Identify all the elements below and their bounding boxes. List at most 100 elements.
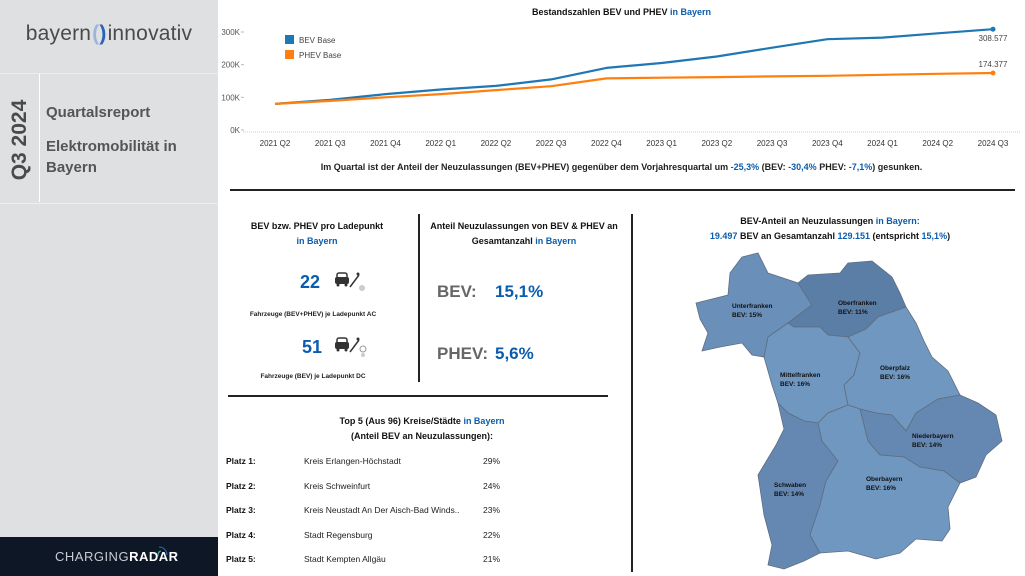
panel-divider-a xyxy=(418,214,420,382)
region-unterfranken[interactable] xyxy=(695,252,813,358)
x-tick-label: 2023 Q2 xyxy=(701,139,732,148)
sidebar-divider xyxy=(0,73,218,74)
region-name-oberbayern: Oberbayern xyxy=(866,476,903,483)
report-title: Quartalsreport xyxy=(46,104,151,121)
quarter-label-wrap: Q3 2024 xyxy=(0,80,40,200)
region-name-niederbayern: Niederbayern xyxy=(912,433,954,440)
section-divider xyxy=(230,189,1015,191)
end-value-label: 174.377 xyxy=(979,60,1008,69)
region-name-oberpfalz: Oberpfalz xyxy=(880,365,911,372)
rank-place: Platz 5: xyxy=(226,554,256,564)
legend-swatch xyxy=(285,35,294,44)
y-tick-label: 100K xyxy=(221,93,240,102)
trend-bev: -30,4% xyxy=(788,162,817,172)
rank-value: 21% xyxy=(483,554,501,564)
x-tick-label: 2022 Q4 xyxy=(591,139,622,148)
region-share-oberpfalz: BEV: 16% xyxy=(880,374,910,381)
trend-phev: -7,1% xyxy=(848,162,873,172)
bev-share-value: 15,1% xyxy=(495,282,544,301)
ac-label: Fahrzeuge (BEV+PHEV) je Ladepunkt AC xyxy=(249,311,377,318)
rank-name: Kreis Schweinfurt xyxy=(304,480,371,491)
region-share-oberfranken: BEV: 11% xyxy=(838,309,868,316)
region-share-oberbayern: BEV: 16% xyxy=(866,485,896,492)
region-oberbayern[interactable] xyxy=(809,404,961,560)
rank-name: Stadt Regensburg xyxy=(304,529,373,540)
region-share-schwaben: BEV: 14% xyxy=(774,491,804,498)
legend-label: BEV Base xyxy=(299,36,336,45)
logo-text-right: innovativ xyxy=(107,22,193,45)
legend-swatch xyxy=(285,50,294,59)
x-tick-label: 2024 Q3 xyxy=(978,139,1009,148)
end-value-label: 308.577 xyxy=(979,34,1008,43)
x-tick-label: 2024 Q1 xyxy=(867,139,898,148)
x-tick-label: 2023 Q1 xyxy=(646,139,677,148)
charging-panel-title: BEV bzw. PHEV pro Ladepunkt in Bayern xyxy=(250,221,384,246)
trend-summary: Im Quartal ist der Anteil der Neuzulassu… xyxy=(320,162,923,172)
car-charger-ac-icon xyxy=(335,272,365,291)
region-name-oberfranken: Oberfranken xyxy=(838,300,877,307)
x-tick-label: 2022 Q1 xyxy=(425,139,456,148)
rank-place: Platz 3: xyxy=(226,505,256,515)
charging-radar-brand: CHARGINGRADAR xyxy=(0,537,218,576)
panel-divider-h xyxy=(228,395,608,397)
x-tick-label: 2022 Q2 xyxy=(481,139,512,148)
x-tick-label: 2024 Q2 xyxy=(922,139,953,148)
logo-bracket-icon: () xyxy=(92,22,107,45)
bev-share-label: BEV: xyxy=(437,282,477,301)
report-subtitle: Elektromobilität in Bayern xyxy=(46,138,177,176)
x-tick-label: 2023 Q4 xyxy=(812,139,843,148)
rank-place: Platz 4: xyxy=(226,529,256,540)
x-tick-label: 2023 Q3 xyxy=(757,139,788,148)
map-title: BEV-Anteil an Neuzulassungen in Bayern: … xyxy=(709,216,951,241)
stock-line-chart: 0K 100K 200K 300K 2021 Q2 2021 Q3 2021 Q4 2022 … xyxy=(221,26,1020,148)
series-line-bev-base xyxy=(274,28,994,105)
rank-name: Stadt Kempten Allgäu xyxy=(304,554,386,564)
y-tick-label: 0K xyxy=(230,126,240,135)
table-row: Platz 5: Stadt Kempten Allgäu 21% xyxy=(226,554,526,568)
trend-total: -25,3% xyxy=(730,162,760,172)
table-row: Platz 3: Kreis Neustadt An Der Aisch-Bad … xyxy=(226,505,526,519)
phev-share-label: PHEV: xyxy=(437,344,489,363)
sidebar-vertical-divider xyxy=(39,74,40,202)
bavaria-region-map: Unterfranken BEV: 15% Oberfranken BEV: 11% M… xyxy=(695,252,1003,570)
series-line-phev-base xyxy=(274,71,994,105)
quarter-label: Q3 2024 xyxy=(8,99,31,181)
data-point xyxy=(990,26,996,32)
rank-place: Platz 2: xyxy=(226,480,256,491)
table-row: Platz 2: Kreis Schweinfurt 24% xyxy=(226,481,526,495)
table-row: Platz 4: Stadt Regensburg 22% xyxy=(226,530,526,544)
region-share-niederbayern: BEV: 14% xyxy=(912,442,942,449)
region-name-schwaben: Schwaben xyxy=(774,482,806,489)
bayern-innovativ-logo: bayern()innovativ xyxy=(0,22,218,46)
phev-share-value: 5,6% xyxy=(495,344,534,363)
share-panel-title: Anteil Neuzulassungen von BEV & PHEV an … xyxy=(430,221,618,246)
table-row: Platz 1: Kreis Erlangen-Höchstadt 29% xyxy=(226,456,526,470)
region-name-mittelfranken: Mittelfranken xyxy=(780,372,820,379)
ac-value: 22 xyxy=(300,272,321,292)
logo-text-left: bayern xyxy=(25,22,92,45)
rank-name: Kreis Erlangen-Höchstadt xyxy=(304,456,401,466)
dc-label: Fahrzeuge (BEV) je Ladepunkt DC xyxy=(260,373,366,380)
legend-label: PHEV Base xyxy=(299,51,342,60)
dc-value: 51 xyxy=(302,337,323,357)
y-tick-label: 300K xyxy=(221,28,240,37)
x-tick-label: 2022 Q3 xyxy=(536,139,567,148)
rank-name: Kreis Neustadt An Der Aisch-Bad Winds.. xyxy=(304,505,460,515)
sidebar-divider-bottom xyxy=(0,203,218,204)
panel-divider-b xyxy=(631,214,633,572)
rank-value: 22% xyxy=(483,529,501,540)
rank-value: 24% xyxy=(483,480,501,491)
rank-value: 23% xyxy=(483,505,501,515)
car-charger-dc-icon xyxy=(335,337,367,357)
region-name-unterfranken: Unterfranken xyxy=(732,303,772,310)
x-tick-label: 2021 Q3 xyxy=(315,139,346,148)
y-tick-label: 200K xyxy=(221,61,240,70)
x-tick-label: 2021 Q4 xyxy=(370,139,401,148)
data-point xyxy=(990,70,996,76)
top5-title: Top 5 (Aus 96) Kreise/Städte in Bayern (… xyxy=(339,416,505,441)
radar-signal-icon xyxy=(157,546,168,556)
rank-value: 29% xyxy=(483,456,501,466)
brand-text: CHARGINGRADAR xyxy=(55,549,179,564)
region-share-unterfranken: BEV: 15% xyxy=(732,312,762,319)
chart-title: Bestandszahlen BEV und PHEV in Bayern xyxy=(531,7,712,17)
